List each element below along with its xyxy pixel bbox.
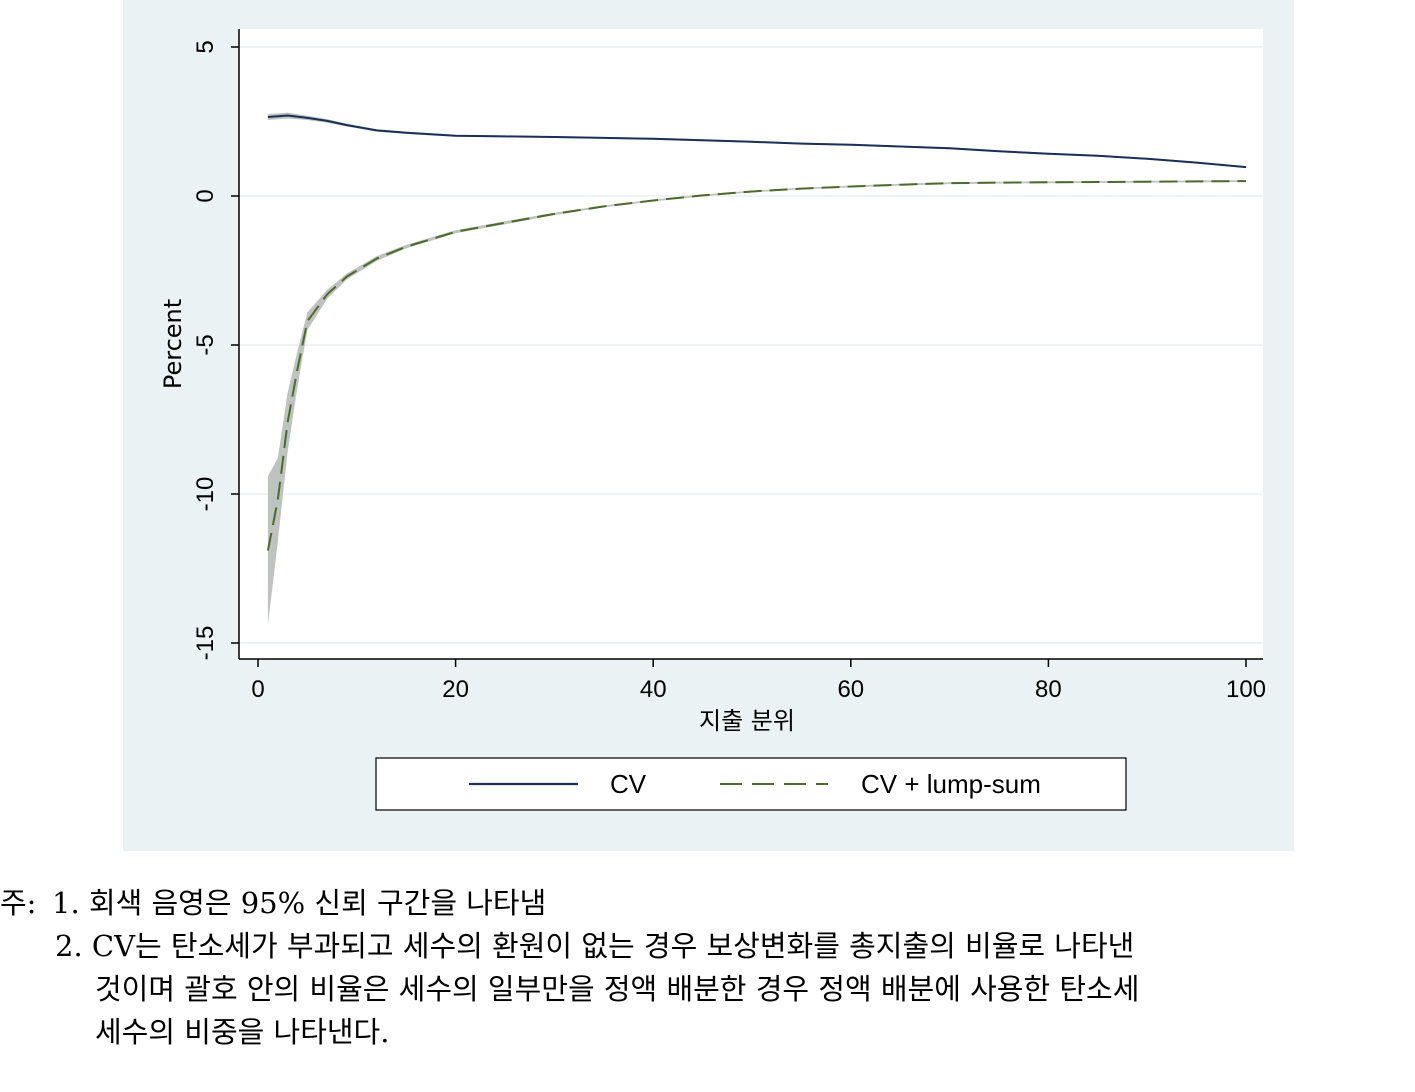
x-axis-title: 지출 분위: [699, 707, 795, 735]
note-line-2: 2. CV는 탄소세가 부과되고 세수의 환원이 없는 경우 보상변화를 총지출…: [0, 925, 1415, 968]
y-tick-label: 0: [192, 189, 219, 202]
chart-panel: 5 0 -5 -10 -15 0 20 40 60 80 100 Percent 지출 분위 CV …: [123, 0, 1294, 851]
note-text-4: 세수의 비중을 나타낸다.: [95, 1015, 390, 1049]
line-chart: 5 0 -5 -10 -15 0 20 40 60 80 100 Percent 지출 분위 CV …: [159, 29, 1266, 811]
note-line-1: 주: 1. 회색 음영은 95% 신뢰 구간을 나타냄: [0, 882, 1415, 925]
y-tick-label: 5: [192, 40, 219, 53]
note-text-3: 것이며 괄호 안의 비율은 세수의 일부만을 정액 배분한 경우 정액 배분에 …: [95, 972, 1140, 1006]
axes: [238, 29, 1263, 660]
note-text-1: 1. 회색 음영은 95% 신뢰 구간을 나타냄: [52, 886, 547, 920]
y-axis-title: Percent: [159, 299, 187, 389]
y-tick-label: -15: [192, 626, 219, 661]
y-tick-label: -5: [192, 334, 219, 355]
x-tick-label: 60: [837, 676, 864, 703]
x-tick-label: 80: [1035, 676, 1062, 703]
grid-lines: [240, 46, 1263, 644]
series-line-0: [267, 114, 1247, 169]
x-tick-label: 0: [251, 676, 264, 703]
x-tick-label: 20: [442, 676, 469, 703]
note-line-3: 것이며 괄호 안의 비율은 세수의 일부만을 정액 배분한 경우 정액 배분에 …: [0, 968, 1415, 1011]
note-prefix: 주:: [0, 886, 37, 920]
legend-label-cv-lump-sum: CV + lump-sum: [861, 769, 1041, 799]
x-tick-label: 100: [1226, 676, 1266, 703]
plot-area: [239, 29, 1263, 659]
chart-notes: 주: 1. 회색 음영은 95% 신뢰 구간을 나타냄 2. CV는 탄소세가 …: [0, 882, 1415, 1054]
x-tick-label: 40: [640, 676, 667, 703]
legend: CV CV + lump-sum: [375, 757, 1127, 811]
axis-ticks: 5 0 -5 -10 -15 0 20 40 60 80 100: [192, 40, 1266, 703]
legend-label-cv: CV: [610, 769, 647, 799]
series-line-1: [266, 180, 1247, 551]
note-text-2: 2. CV는 탄소세가 부과되고 세수의 환원이 없는 경우 보상변화를 총지출…: [55, 929, 1135, 963]
note-line-4: 세수의 비중을 나타낸다.: [0, 1011, 1415, 1054]
y-tick-label: -10: [192, 477, 219, 512]
series-lines: [266, 114, 1247, 551]
